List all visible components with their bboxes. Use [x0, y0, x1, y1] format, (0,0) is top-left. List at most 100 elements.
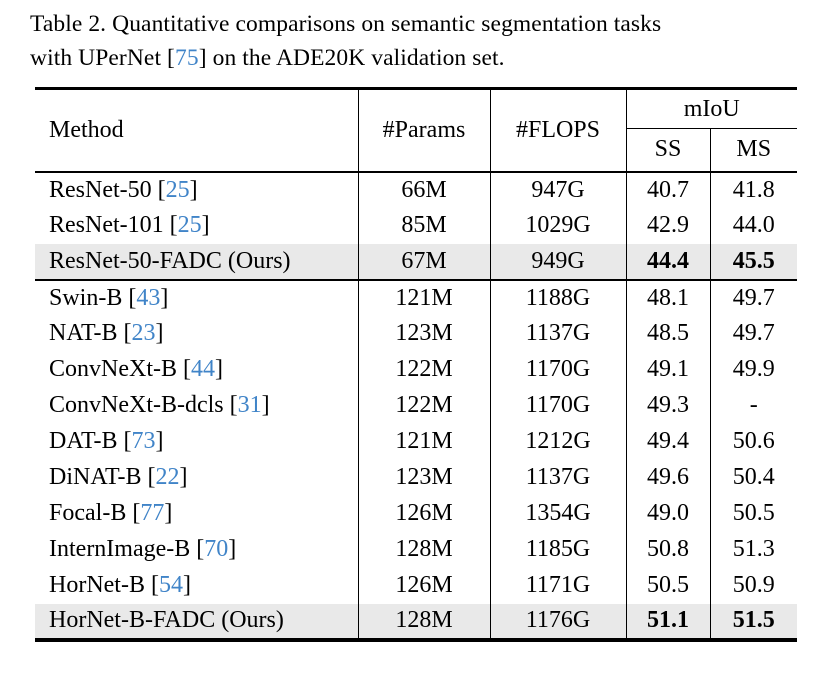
- table-row: ConvNeXt-B-dcls [31] 122M 1170G 49.3 -: [35, 387, 797, 424]
- miou-ss-cell: 48.1: [626, 278, 711, 316]
- header-row-top: Method #Params #FLOPS mIoU: [35, 88, 797, 172]
- column-header-flops: #FLOPS: [490, 88, 627, 172]
- params-cell: 128M: [358, 531, 491, 568]
- miou-ms-cell: 45.5: [732, 247, 775, 274]
- method-label: ResNet-101 [: [49, 212, 178, 238]
- method-cell: NAT-B [23]: [35, 315, 359, 352]
- flops-cell: 1185G: [490, 531, 627, 568]
- method-label: ConvNeXt-B-dcls [: [49, 392, 238, 418]
- method-label: InternImage-B [: [49, 536, 205, 562]
- miou-ss-cell: 49.3: [626, 387, 711, 424]
- table-row: InternImage-B [70] 128M 1185G 50.8 51.3: [35, 531, 797, 568]
- table-row: Swin-B [43] 121M 1188G 48.1 49.7: [35, 278, 797, 316]
- citation-link[interactable]: 23: [131, 320, 156, 346]
- method-cell: DiNAT-B [22]: [35, 459, 359, 496]
- method-label-post: ]: [261, 392, 270, 418]
- miou-ms-cell: 50.9: [732, 572, 775, 598]
- miou-ss-cell: 48.5: [626, 315, 711, 352]
- method-cell: ResNet-50 [25]: [35, 170, 359, 208]
- table-row: HorNet-B [54] 126M 1171G 50.5 50.9: [35, 567, 797, 604]
- table-row-ours-highlighted: ResNet-50-FADC (Ours) 67M 949G 44.4 45.5: [35, 243, 797, 280]
- method-cell: DAT-B [73]: [35, 423, 359, 460]
- miou-ss-cell: 51.1: [626, 603, 711, 640]
- flops-cell: 1171G: [490, 567, 627, 604]
- method-label-post: ]: [201, 212, 210, 238]
- citation-link[interactable]: 73: [131, 428, 156, 454]
- table-row: ResNet-101 [25] 85M 1029G 42.9 44.0: [35, 207, 797, 244]
- column-header-ss: SS: [626, 128, 711, 172]
- caption-line2-pre: with UPerNet [: [30, 45, 175, 71]
- citation-link[interactable]: 75: [174, 45, 199, 71]
- citation-link[interactable]: 25: [165, 176, 190, 203]
- method-label: Swin-B [: [49, 284, 137, 311]
- params-cell: 122M: [358, 387, 491, 424]
- method-label-post: ]: [182, 572, 191, 598]
- miou-ss-cell: 49.1: [626, 351, 711, 388]
- citation-link[interactable]: 44: [190, 356, 215, 382]
- citation-link[interactable]: 25: [177, 212, 202, 238]
- miou-ss-cell: 42.9: [626, 207, 711, 244]
- params-cell: 121M: [358, 278, 491, 316]
- params-cell: 128M: [358, 603, 491, 640]
- table-caption: Table 2. Quantitative comparisons on sem…: [30, 7, 808, 75]
- citation-link[interactable]: 54: [158, 572, 183, 598]
- params-cell: 121M: [358, 423, 491, 460]
- flops-cell: 1176G: [490, 603, 627, 640]
- method-label-post: ]: [214, 356, 223, 382]
- flops-cell: 1137G: [490, 315, 627, 352]
- table-row: Focal-B [77] 126M 1354G 49.0 50.5: [35, 495, 797, 532]
- citation-link[interactable]: 70: [204, 536, 229, 562]
- method-label-post: ]: [189, 176, 198, 203]
- citation-link[interactable]: 31: [237, 392, 262, 418]
- miou-ss-cell: 40.7: [626, 170, 711, 208]
- caption-line1: Table 2. Quantitative comparisons on sem…: [30, 11, 662, 37]
- table-row: NAT-B [23] 123M 1137G 48.5 49.7: [35, 315, 797, 352]
- method-label-post: ]: [164, 500, 173, 526]
- method-label: ConvNeXt-B [: [49, 356, 191, 382]
- method-label: NAT-B [: [49, 320, 132, 346]
- method-label: ResNet-50 [: [49, 176, 166, 203]
- table-header: Method #Params #FLOPS mIoU SS MS: [35, 88, 797, 172]
- method-cell: ResNet-50-FADC (Ours): [35, 243, 359, 280]
- caption-line2-post: ] on the ADE20K validation set.: [198, 45, 505, 71]
- column-header-params: #Params: [358, 88, 491, 172]
- params-cell: 67M: [358, 243, 491, 280]
- table-row: DiNAT-B [22] 123M 1137G 49.6 50.4: [35, 459, 797, 496]
- miou-ms-cell: 51.3: [732, 536, 775, 562]
- params-cell: 85M: [358, 207, 491, 244]
- params-cell: 122M: [358, 351, 491, 388]
- flops-cell: 947G: [490, 170, 627, 208]
- table-row-ours-highlighted: HorNet-B-FADC (Ours) 128M 1176G 51.1 51.…: [35, 603, 797, 640]
- column-header-method: Method: [35, 88, 359, 172]
- flops-cell: 1212G: [490, 423, 627, 460]
- method-label: DAT-B [: [49, 428, 132, 454]
- params-cell: 66M: [358, 170, 491, 208]
- method-cell: HorNet-B [54]: [35, 567, 359, 604]
- flops-cell: 1188G: [490, 278, 627, 316]
- miou-ms-cell: 41.8: [710, 170, 797, 208]
- method-cell: ConvNeXt-B [44]: [35, 351, 359, 388]
- miou-ms-cell: 44.0: [732, 212, 775, 238]
- method-cell: Focal-B [77]: [35, 495, 359, 532]
- miou-ss-cell: 44.4: [626, 243, 711, 280]
- method-label-post: ]: [160, 284, 169, 311]
- column-header-ms: MS: [736, 136, 772, 163]
- miou-ms-cell: 50.6: [732, 428, 775, 454]
- miou-ms-cell: 49.9: [732, 356, 775, 382]
- params-cell: 126M: [358, 567, 491, 604]
- results-table: Method #Params #FLOPS mIoU SS MS ResNet-…: [35, 87, 797, 642]
- flops-cell: 1354G: [490, 495, 627, 532]
- flops-cell: 1170G: [490, 351, 627, 388]
- flops-cell: 949G: [490, 243, 627, 280]
- citation-link[interactable]: 22: [155, 464, 180, 490]
- miou-ms-cell: 49.7: [732, 320, 775, 346]
- method-label: Focal-B [: [49, 500, 141, 526]
- method-cell: ConvNeXt-B-dcls [31]: [35, 387, 359, 424]
- method-label-post: ]: [155, 428, 164, 454]
- citation-link[interactable]: 43: [136, 284, 161, 311]
- table-row: DAT-B [73] 121M 1212G 49.4 50.6: [35, 423, 797, 460]
- method-label-post: ]: [228, 536, 237, 562]
- citation-link[interactable]: 77: [140, 500, 165, 526]
- params-cell: 123M: [358, 315, 491, 352]
- miou-ss-cell: 49.0: [626, 495, 711, 532]
